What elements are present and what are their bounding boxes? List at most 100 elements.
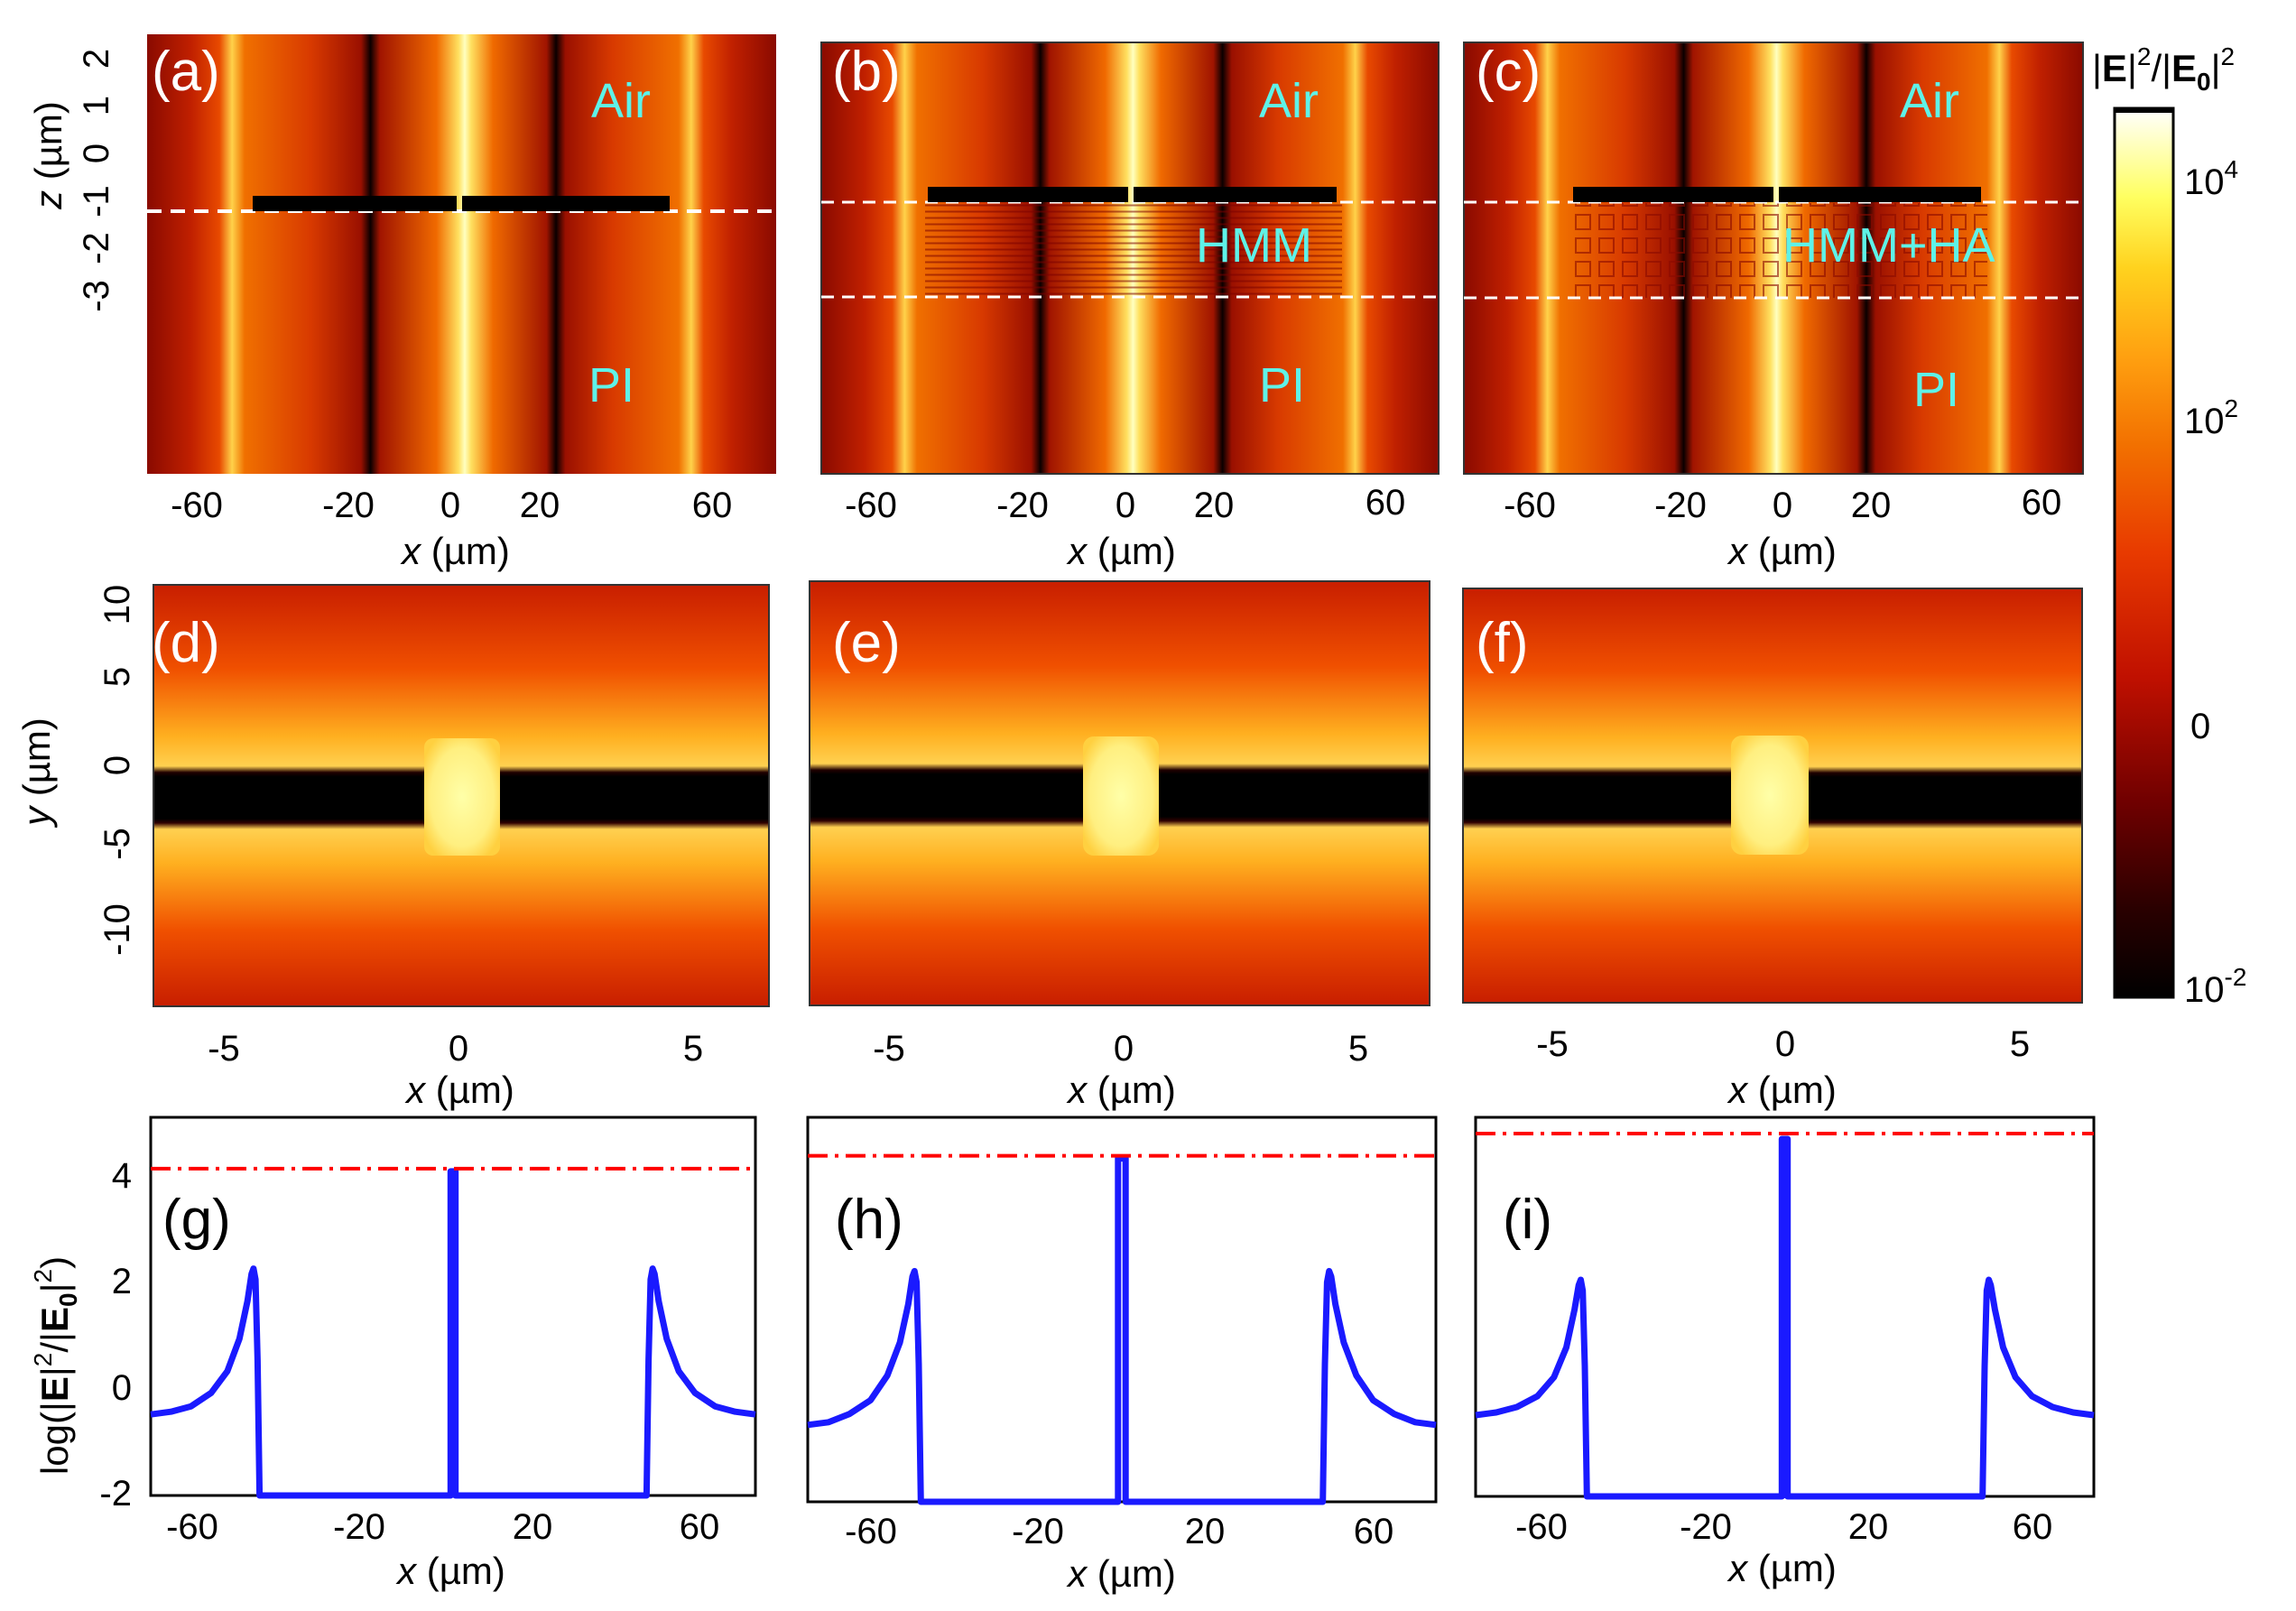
- xlabel: x (µm): [1727, 530, 1837, 572]
- xtick: 5: [1348, 1029, 1368, 1069]
- row-xy-maps: y (µm) 10 5 0 -5 -10 (d) -5 0 5 x (µm) (…: [15, 580, 2083, 1111]
- panel-label: (i): [1503, 1189, 1552, 1251]
- colorbar-ticks: 104 102 0 10-2: [2184, 155, 2246, 1010]
- plot-area: [807, 1153, 1437, 1505]
- xtick: 60: [1366, 483, 1406, 523]
- panel-d: (d) -5 0 5 x (µm): [152, 584, 770, 1111]
- xtick: 60: [1354, 1512, 1394, 1551]
- xlabel: x (µm): [1066, 1069, 1176, 1111]
- panel-g: (g) -60 -20 20 60 x (µm): [149, 1116, 757, 1592]
- metal-strip-right: [462, 196, 670, 211]
- colorbar: |E|2/|E0|2 104 102 0 10-2: [2092, 42, 2246, 1010]
- ytick-10: 10: [97, 585, 137, 625]
- metal-strip-right: [1134, 187, 1337, 202]
- ytick-2: 2: [112, 1262, 132, 1301]
- ytick-m10: -10: [97, 903, 137, 956]
- xtick: -60: [1515, 1507, 1568, 1547]
- metal-strip-left: [253, 196, 457, 211]
- panel-f: (f) -5 0 5 x (µm): [1462, 588, 2083, 1111]
- region-label-pi: PI: [588, 358, 634, 412]
- ytick-m2: -2: [77, 232, 116, 264]
- xtick: 60: [692, 486, 733, 525]
- row2-ylabel: y (µm): [15, 718, 58, 829]
- xtick: 20: [1848, 1507, 1889, 1547]
- xtick: 60: [680, 1507, 720, 1547]
- xticks: -5 0 5: [208, 1029, 703, 1069]
- panel-label: (h): [835, 1189, 903, 1251]
- metal-strip-left: [1573, 187, 1773, 202]
- panel-h: (h) -60 -20 20 60 x (µm): [806, 1116, 1438, 1595]
- panel-label: (e): [832, 612, 901, 674]
- region-label-air: Air: [591, 74, 651, 128]
- region-label-hmm: HMM: [1196, 218, 1312, 273]
- cbtick-10e2: 102: [2184, 394, 2238, 441]
- region-label-air: Air: [1900, 74, 1959, 128]
- xtick: 20: [520, 486, 560, 525]
- row3-yticks: 4 2 0 -2: [99, 1156, 132, 1514]
- field-intensity-line: [150, 1168, 756, 1499]
- field-intensity-line: [1475, 1135, 2095, 1500]
- xticks: -60 -20 20 60: [845, 1512, 1393, 1551]
- xtick: -60: [171, 486, 223, 525]
- xlabel: x (µm): [400, 530, 510, 572]
- row1-ylabel: z (µm): [27, 101, 69, 210]
- xtick: 0: [1773, 486, 1792, 525]
- xtick: -20: [1680, 1507, 1732, 1547]
- xticks: -5 0 5: [1536, 1024, 2030, 1064]
- cbtick-0: 0: [2190, 707, 2210, 746]
- xtick: -20: [322, 486, 375, 525]
- ytick-m5: -5: [97, 828, 137, 860]
- xtick: -5: [1536, 1024, 1569, 1064]
- plot-area: [150, 1166, 756, 1499]
- hmm-layer: [925, 203, 1342, 297]
- plot-area: [1475, 1132, 2095, 1500]
- row1-yticks: 2 1 0 -1 -2 -3: [77, 49, 116, 312]
- xlabel: x (µm): [1066, 1552, 1176, 1595]
- xtick: -5: [873, 1029, 905, 1069]
- xtick: -20: [1012, 1512, 1064, 1551]
- xtick: -20: [996, 486, 1049, 525]
- xtick: 20: [1185, 1512, 1226, 1551]
- row-line-plots: log(|E|2/|E0|2) 4 2 0 -2 (g) -60 -20 20 …: [29, 1116, 2096, 1595]
- xlabel: x (µm): [1727, 1547, 1837, 1589]
- xtick: 20: [1851, 486, 1892, 525]
- region-label-hmm-ha: HMM+HA: [1782, 218, 1995, 273]
- ytick-m2: -2: [99, 1474, 132, 1514]
- xtick: 0: [1116, 486, 1135, 525]
- panel-label: (f): [1476, 612, 1529, 674]
- panel-label: (g): [162, 1189, 231, 1251]
- metal-strip-right: [1779, 187, 1981, 202]
- xticks: -60 -20 20 60: [1515, 1507, 2052, 1547]
- ytick-0: 0: [97, 755, 137, 775]
- ytick-4: 4: [112, 1156, 132, 1196]
- panel-i: (i) -60 -20 20 60 x (µm): [1474, 1116, 2096, 1589]
- row-xz-maps: z (µm) 2 1 0 -1 -2 -3 (a) Air PI -60 -20…: [27, 34, 2084, 572]
- ytick-2: 2: [77, 49, 116, 69]
- ytick-0: 0: [112, 1368, 132, 1408]
- ytick-m1: -1: [77, 185, 116, 218]
- panel-b: (b) Air HMM PI -60 -20 0 20 60 x (µm): [820, 41, 1440, 572]
- hmm-ha-layer: [1570, 203, 1987, 298]
- xtick: 0: [449, 1029, 468, 1069]
- xticks: -60 -20 20 60: [166, 1507, 719, 1547]
- xtick: 0: [1114, 1029, 1134, 1069]
- xtick: 60: [2022, 483, 2062, 523]
- xtick: 0: [1775, 1024, 1795, 1064]
- xlabel: x (µm): [404, 1069, 514, 1111]
- region-label-pi: PI: [1259, 358, 1305, 412]
- colorbar-gradient: [2113, 106, 2175, 999]
- gap-hotspot: [1083, 736, 1159, 856]
- gap-hotspot: [1731, 736, 1809, 855]
- xlabel: x (µm): [395, 1550, 505, 1592]
- field-map: [147, 34, 776, 474]
- xticks: -5 0 5: [873, 1029, 1368, 1069]
- cbtick-10e4: 104: [2184, 155, 2238, 202]
- colorbar-title: |E|2/|E0|2: [2092, 42, 2235, 96]
- ytick-1: 1: [77, 96, 116, 116]
- panel-c: (c) Air HMM+HA PI -60 -20 0 20 60 x (µm): [1463, 41, 2084, 572]
- panel-a: (a) Air PI -60 -20 0 20 60 x (µm): [147, 34, 776, 572]
- row2-yticks: 10 5 0 -5 -10: [97, 585, 137, 956]
- xtick: -60: [845, 486, 897, 525]
- xticks: -60 -20 0 20 60: [171, 486, 732, 525]
